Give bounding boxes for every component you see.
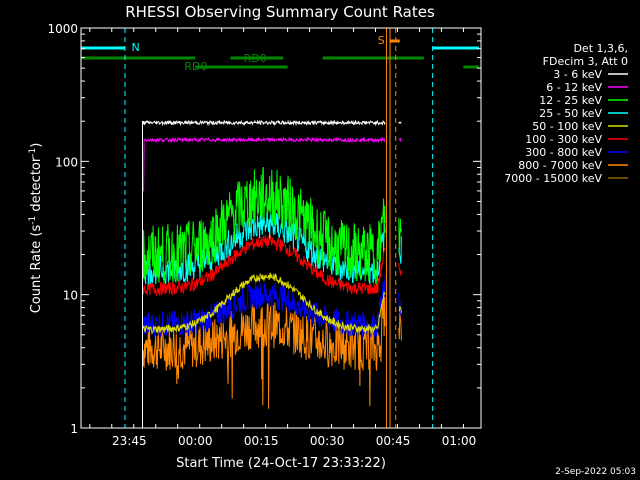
x-axis-label: Start Time (24-Oct-17 23:33:22) bbox=[176, 456, 386, 471]
legend-label: 3 - 6 keV bbox=[553, 68, 602, 81]
y-axis: 1 10 100 1000 bbox=[47, 22, 481, 436]
timestamp: 2-Sep-2022 05:03 bbox=[555, 467, 636, 477]
x-tick-label: 00:00 bbox=[178, 434, 213, 448]
legend-label: 25 - 50 keV bbox=[539, 107, 602, 120]
legend-label: 6 - 12 keV bbox=[546, 81, 602, 94]
y-axis-label-sup2: -1 bbox=[28, 148, 38, 157]
rd0-flag-label: RD0 bbox=[244, 52, 267, 65]
series-line-7-after bbox=[398, 310, 402, 341]
series-line-2-after bbox=[398, 217, 402, 255]
y-axis-label-mid: detector bbox=[29, 156, 44, 216]
y-tick-label: 1 bbox=[70, 422, 78, 436]
legend-label: 12 - 25 keV bbox=[539, 94, 602, 107]
night-flag-label: N bbox=[132, 41, 140, 54]
plot-area: N RD0 RD0 S bbox=[80, 28, 479, 428]
series-line-1 bbox=[142, 136, 386, 192]
series-line-4 bbox=[142, 272, 386, 335]
y-axis-label: Count Rate (s-1 detector-1) bbox=[28, 143, 44, 314]
x-tick-label: 00:15 bbox=[244, 434, 279, 448]
series-line-6-after bbox=[398, 292, 402, 317]
series-line-5 bbox=[142, 234, 386, 297]
series-line-0-after bbox=[398, 121, 402, 124]
y-axis-label-end: ) bbox=[29, 143, 44, 148]
x-tick-label: 01:00 bbox=[442, 434, 477, 448]
rd0-flag-label: RD0 bbox=[184, 60, 207, 73]
series-line-0 bbox=[142, 119, 386, 428]
legend-label: 7000 - 15000 keV bbox=[504, 172, 602, 185]
saa-flag-label: S bbox=[378, 34, 385, 47]
series-line-5-after bbox=[398, 262, 402, 276]
y-axis-label-sup1: -1 bbox=[28, 216, 38, 225]
x-tick-label: 00:30 bbox=[310, 434, 345, 448]
x-tick-label: 23:45 bbox=[112, 434, 147, 448]
legend-label: 100 - 300 keV bbox=[525, 133, 602, 146]
series-line-1-after bbox=[398, 137, 402, 143]
y-tick-label: 1000 bbox=[47, 22, 78, 36]
legend-label: 50 - 100 keV bbox=[532, 120, 602, 133]
y-axis-label-main: Count Rate (s bbox=[29, 225, 44, 314]
legend-label: 800 - 7000 keV bbox=[518, 159, 602, 172]
y-tick-label: 10 bbox=[63, 289, 78, 303]
series-line-2 bbox=[142, 167, 386, 286]
y-tick-label: 100 bbox=[55, 155, 78, 169]
chart-title: RHESSI Observing Summary Count Rates bbox=[125, 3, 435, 21]
plot-frame bbox=[80, 27, 482, 429]
legend-label: 300 - 800 keV bbox=[525, 146, 602, 159]
series-line-4-after bbox=[398, 306, 402, 314]
legend-header-1: Det 1,3,6, bbox=[573, 42, 628, 55]
x-axis: 23:45 00:00 00:15 00:30 00:45 01:00 bbox=[89, 28, 477, 448]
legend-header-2: FDecim 3, Att 0 bbox=[543, 55, 628, 68]
x-tick-label: 00:45 bbox=[376, 434, 411, 448]
series-line-7 bbox=[142, 292, 386, 409]
